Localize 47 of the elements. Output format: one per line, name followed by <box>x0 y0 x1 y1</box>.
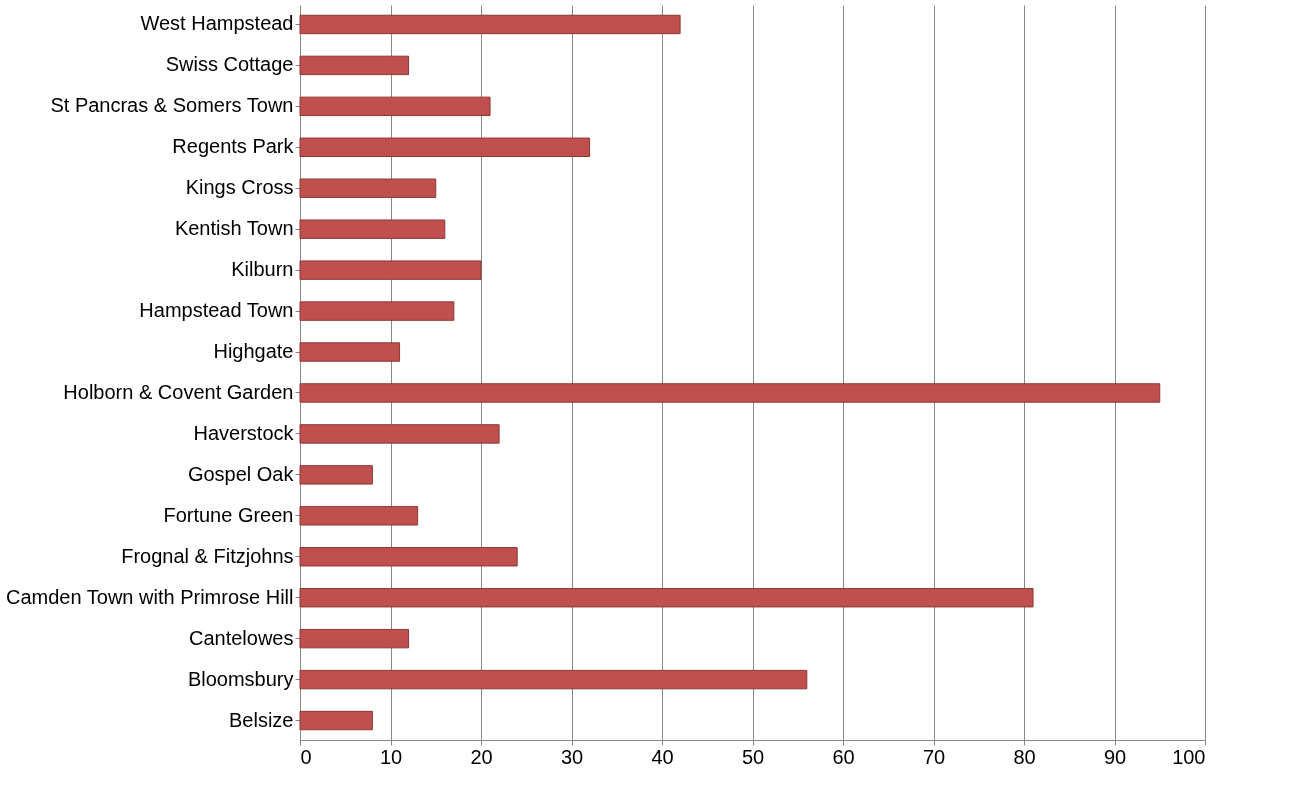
x-tick-label: 100 <box>1172 745 1206 768</box>
y-tick-label: West Hampstead <box>140 12 294 35</box>
bar <box>299 260 482 280</box>
bar <box>299 506 419 526</box>
bar <box>299 588 1034 608</box>
y-tick-label: Cantelowes <box>188 626 294 649</box>
bar <box>299 219 446 239</box>
y-tick-label: Kings Cross <box>185 176 294 199</box>
x-tick-label: 0 <box>300 745 312 768</box>
x-tick-label: 40 <box>651 745 674 768</box>
y-tick-label: Fortune Green <box>163 503 294 526</box>
x-tick-label: 90 <box>1103 745 1127 768</box>
bar <box>299 424 500 444</box>
y-tick-label: Holborn & Covent Garden <box>63 380 294 403</box>
bar <box>299 137 591 157</box>
x-tick-label: 50 <box>741 745 765 768</box>
bar <box>299 14 681 35</box>
bar <box>299 628 410 649</box>
bar <box>299 96 491 117</box>
y-tick-label: Swiss Cottage <box>165 53 294 76</box>
y-tick-label: Highgate <box>213 340 294 363</box>
y-tick-label: Bloomsbury <box>187 667 294 690</box>
y-tick-label: Kentish Town <box>174 217 294 240</box>
bar <box>299 301 455 321</box>
y-tick-label: Haverstock <box>193 421 295 444</box>
bar <box>299 55 410 76</box>
y-tick-label: Belsize <box>229 708 294 731</box>
y-tick-label: Regents Park <box>172 135 295 158</box>
x-tick-label: 60 <box>832 745 855 768</box>
y-tick-label: St Pancras & Somers Town <box>50 94 294 117</box>
y-tick-label: Camden Town with Primrose Hill <box>6 585 294 608</box>
y-tick-label: Gospel Oak <box>187 462 295 485</box>
bar <box>299 342 401 362</box>
x-tick-label: 80 <box>1013 745 1036 768</box>
bar <box>299 465 373 485</box>
bar <box>299 178 437 198</box>
y-tick-label: Kilburn <box>231 258 294 281</box>
bar <box>299 710 373 731</box>
x-tick-label: 70 <box>922 745 946 768</box>
x-tick-label: 30 <box>560 745 584 768</box>
x-tick-label: 20 <box>470 745 493 768</box>
x-tick-label: 10 <box>379 745 403 768</box>
bar <box>299 547 518 567</box>
y-tick-label: Hampstead Town <box>139 299 294 322</box>
bar <box>299 383 1161 403</box>
bar <box>299 669 808 690</box>
y-tick-label: Frognal & Fitzjohns <box>121 544 294 567</box>
